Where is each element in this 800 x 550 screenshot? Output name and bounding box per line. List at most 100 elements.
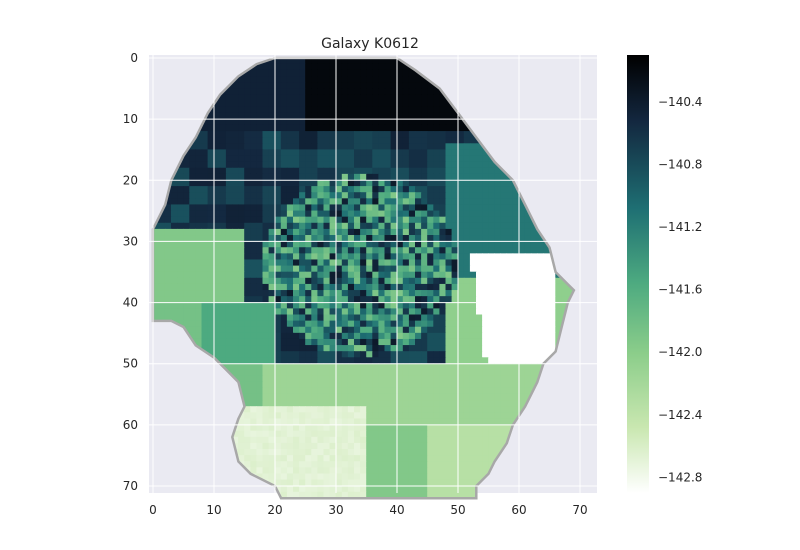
map-cell <box>341 82 349 89</box>
map-cell <box>323 412 331 420</box>
map-cell <box>305 167 312 175</box>
map-cell <box>408 418 416 426</box>
map-cell <box>427 149 434 157</box>
map-cell <box>268 338 276 346</box>
map-cell <box>219 296 227 303</box>
map-cell <box>384 259 392 267</box>
map-cell <box>402 106 410 114</box>
map-cell <box>274 241 282 248</box>
map-cell <box>421 381 428 389</box>
map-cell <box>433 351 440 358</box>
map-cell <box>329 455 337 462</box>
map-cell <box>213 247 221 254</box>
map-cell <box>232 210 239 218</box>
map-cell <box>512 277 520 285</box>
map-cell <box>415 449 422 456</box>
map-cell <box>256 143 264 151</box>
map-cell <box>378 247 386 254</box>
map-cell <box>488 290 495 297</box>
map-cell <box>250 308 257 316</box>
map-cell <box>299 235 306 242</box>
map-cell <box>225 94 233 102</box>
map-cell <box>305 351 312 358</box>
map-cell <box>293 167 300 175</box>
map-cell <box>347 198 355 206</box>
map-cell <box>293 473 300 481</box>
map-cell <box>518 357 526 365</box>
map-cell <box>433 338 440 346</box>
map-cell <box>195 222 203 230</box>
map-cell <box>457 210 465 218</box>
map-cell <box>311 449 318 456</box>
map-cell <box>158 308 166 316</box>
map-cell <box>256 363 264 371</box>
map-cell <box>402 400 410 407</box>
map-cell <box>445 473 453 481</box>
map-cell <box>482 167 489 175</box>
map-cell <box>445 271 453 279</box>
map-cell <box>299 247 306 254</box>
map-cell <box>494 179 501 187</box>
map-cell <box>512 387 520 395</box>
map-cell <box>238 198 245 206</box>
map-cell <box>360 338 367 346</box>
map-cell <box>244 204 251 212</box>
map-cell <box>415 118 422 126</box>
map-cell <box>366 210 373 218</box>
map-cell <box>244 332 251 340</box>
map-cell <box>463 381 471 389</box>
map-cell <box>408 302 416 309</box>
map-cell <box>390 369 398 377</box>
map-cell <box>402 467 410 475</box>
map-cell <box>213 210 221 218</box>
map-cell <box>494 357 501 365</box>
map-cell <box>219 332 227 340</box>
map-cell <box>469 400 477 407</box>
map-cell <box>463 173 471 181</box>
map-cell <box>250 369 257 377</box>
map-cell <box>445 357 453 365</box>
map-cell <box>427 369 434 377</box>
map-cell <box>250 118 257 126</box>
map-cell <box>457 332 465 340</box>
map-cell <box>329 198 337 206</box>
map-cell <box>262 375 270 383</box>
map-cell <box>158 271 166 279</box>
map-cell <box>476 271 483 279</box>
map-cell <box>286 357 294 365</box>
map-cell <box>213 161 221 169</box>
map-cell <box>305 149 312 157</box>
map-cell <box>317 265 325 273</box>
map-cell <box>299 479 306 487</box>
map-cell <box>372 436 379 444</box>
map-cell <box>463 363 471 371</box>
map-cell <box>274 461 282 468</box>
map-cell <box>372 442 379 450</box>
map-cell <box>323 63 331 71</box>
map-cell <box>274 106 282 114</box>
map-cell <box>476 400 483 407</box>
map-cell <box>256 308 264 316</box>
map-cell <box>213 192 221 199</box>
map-cell <box>274 424 282 432</box>
map-cell <box>402 357 410 365</box>
map-cell <box>402 179 410 187</box>
map-cell <box>238 88 245 95</box>
map-cell <box>311 406 318 413</box>
map-cell <box>195 149 203 157</box>
map-cell <box>555 290 562 297</box>
map-cell <box>256 100 264 108</box>
map-cell <box>232 320 239 328</box>
map-cell <box>360 94 367 102</box>
map-cell <box>384 161 392 169</box>
map-cell <box>506 192 514 199</box>
map-cell <box>286 314 294 322</box>
map-cell <box>293 161 300 169</box>
map-cell <box>396 112 404 120</box>
map-cell <box>207 222 215 230</box>
map-cell <box>360 192 367 199</box>
map-cell <box>433 430 440 438</box>
map-cell <box>189 228 196 236</box>
map-cell <box>225 112 233 120</box>
map-cell <box>262 387 270 395</box>
